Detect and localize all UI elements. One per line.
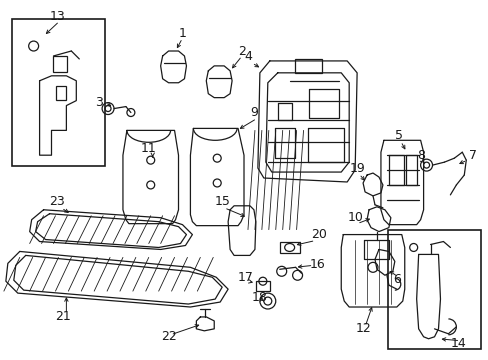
Text: 20: 20: [311, 228, 326, 241]
Text: 13: 13: [49, 10, 65, 23]
Text: 1: 1: [178, 27, 186, 40]
Text: 8: 8: [416, 149, 424, 162]
Text: 17: 17: [238, 271, 253, 284]
Text: 2: 2: [238, 45, 245, 58]
Text: 18: 18: [251, 291, 267, 303]
Text: 19: 19: [348, 162, 364, 175]
Text: 5: 5: [394, 129, 402, 142]
Text: 6: 6: [392, 273, 400, 286]
Bar: [255, 281, 269, 291]
Bar: [53, 56, 67, 72]
Text: 10: 10: [346, 211, 362, 224]
Text: 11: 11: [141, 142, 156, 155]
Text: 3: 3: [95, 96, 103, 109]
Text: 9: 9: [249, 106, 257, 119]
Bar: [279, 242, 299, 253]
Bar: [56, 86, 66, 100]
Text: 4: 4: [244, 50, 251, 63]
Text: 23: 23: [49, 195, 65, 208]
Text: 15: 15: [214, 195, 230, 208]
Text: 21: 21: [56, 310, 71, 323]
Text: 16: 16: [309, 258, 325, 271]
Text: 12: 12: [354, 322, 370, 336]
Text: 7: 7: [468, 149, 476, 162]
Text: 22: 22: [161, 330, 176, 343]
Bar: [294, 59, 322, 73]
Bar: [387, 230, 480, 349]
Text: 14: 14: [449, 337, 465, 350]
Bar: [12, 19, 105, 166]
